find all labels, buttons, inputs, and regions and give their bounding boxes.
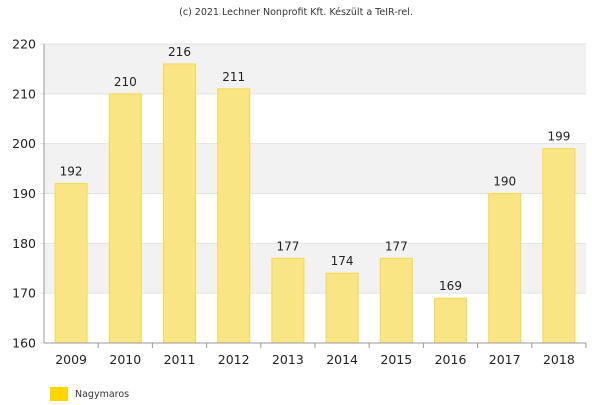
bar-2016[interactable] xyxy=(434,297,467,344)
bar-2015[interactable] xyxy=(379,257,413,344)
x-tick-label-2017: 2017 xyxy=(489,352,521,367)
x-axis-ticks: 2009 2010 2011 2012 2013 2014 2015 2016 2017 2018 xyxy=(55,343,587,367)
x-tick-label-2013: 2013 xyxy=(272,352,304,367)
y-axis-ticks: 160 170 180 190 200 210 220 xyxy=(12,37,36,351)
data-label-2015: 177 xyxy=(385,239,408,253)
bar-2018[interactable] xyxy=(542,148,576,344)
data-label-2016: 169 xyxy=(439,279,462,293)
y-tick-label: 160 xyxy=(12,336,36,351)
x-tick-label-2016: 2016 xyxy=(435,352,467,367)
x-tick-label-2010: 2010 xyxy=(109,352,141,367)
bars xyxy=(54,63,576,344)
y-tick-label: 170 xyxy=(12,286,36,301)
bar-2011[interactable] xyxy=(163,63,196,344)
data-label-2018: 199 xyxy=(547,130,570,144)
y-tick-label: 180 xyxy=(12,236,36,251)
legend[interactable]: Nagymaros xyxy=(50,387,129,401)
bar-2014[interactable] xyxy=(325,272,359,344)
x-tick-label-2012: 2012 xyxy=(218,352,250,367)
data-label-2010: 210 xyxy=(114,75,137,89)
plot-band xyxy=(44,44,586,94)
x-tick-label-2014: 2014 xyxy=(326,352,358,367)
data-labels: 192 210 216 211 177 174 177 169 190 199 xyxy=(60,45,571,293)
bar-2017[interactable] xyxy=(488,193,522,344)
data-label-2017: 190 xyxy=(493,175,516,189)
legend-swatch xyxy=(50,387,68,401)
bar-2010[interactable] xyxy=(108,93,142,344)
bar-2009[interactable] xyxy=(54,183,88,344)
data-label-2014: 174 xyxy=(331,254,354,268)
y-tick-label: 210 xyxy=(12,86,36,101)
legend-label: Nagymaros xyxy=(75,388,130,400)
bar-2013[interactable] xyxy=(271,257,305,344)
data-label-2013: 177 xyxy=(276,239,299,253)
y-tick-label: 200 xyxy=(12,136,36,151)
bar-2012[interactable] xyxy=(217,88,251,344)
x-tick-label-2018: 2018 xyxy=(543,352,575,367)
x-tick-label-2011: 2011 xyxy=(164,352,196,367)
y-tick-label: 220 xyxy=(12,37,36,52)
x-tick-label-2009: 2009 xyxy=(55,352,87,367)
data-label-2009: 192 xyxy=(60,165,83,179)
chart-credit: (c) 2021 Lechner Nonprofit Kft. Készült … xyxy=(179,7,413,18)
data-label-2012: 211 xyxy=(222,70,245,84)
data-label-2011: 216 xyxy=(168,45,191,59)
y-tick-label: 190 xyxy=(12,186,36,201)
x-tick-label-2015: 2015 xyxy=(380,352,412,367)
